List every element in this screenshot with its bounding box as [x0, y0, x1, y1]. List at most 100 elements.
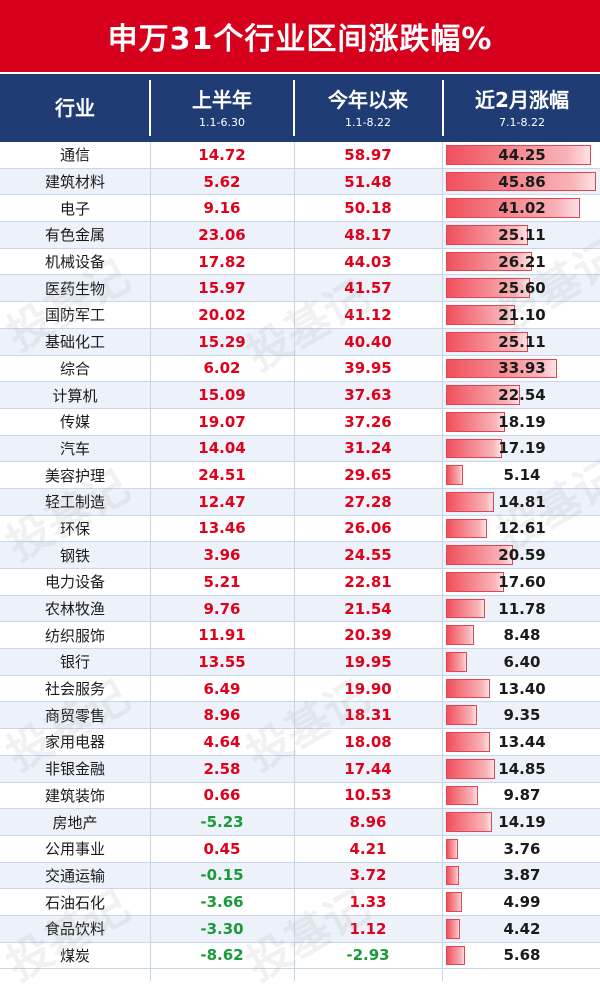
table-row: 建筑材料 5.62 51.48 45.86 — [0, 168, 600, 196]
table-row: 计算机 15.09 37.63 22.54 — [0, 382, 600, 409]
header-2m-range: 7.1-8.22 — [499, 115, 545, 129]
h1-change: 5.62 — [203, 172, 241, 191]
industry-name: 电子 — [59, 199, 90, 218]
ytd-change: 24.55 — [344, 546, 392, 565]
two-month-value: 5.14 — [503, 466, 541, 485]
header-industry-label: 行业 — [55, 96, 95, 120]
industry-name: 国防军工 — [44, 306, 105, 325]
table-row: 商贸零售 8.96 18.31 9.35 — [0, 702, 600, 730]
two-month-change: 5.14 — [444, 462, 600, 488]
industry-name: 环保 — [59, 519, 90, 538]
h1-change: 15.09 — [198, 386, 246, 405]
two-month-change: 25.11 — [444, 329, 600, 355]
table-row: 家用电器 4.64 18.08 13.44 — [0, 729, 600, 756]
two-month-value: 17.19 — [498, 439, 546, 458]
two-month-bar — [446, 465, 463, 485]
two-month-value: 11.78 — [498, 599, 546, 618]
two-month-value: 14.81 — [498, 492, 546, 511]
industry-name: 计算机 — [52, 386, 98, 405]
table-row: 煤炭 -8.62 -2.93 5.68 — [0, 943, 600, 970]
industry-name: 非银金融 — [44, 760, 105, 779]
ytd-change: 40.40 — [344, 332, 392, 351]
two-month-change: 20.59 — [444, 542, 600, 568]
industry-name: 轻工制造 — [44, 493, 105, 512]
header-industry: 行业 — [0, 74, 150, 142]
ytd-change: 39.95 — [344, 359, 392, 378]
two-month-value: 8.48 — [503, 626, 541, 645]
two-month-change: 21.10 — [444, 302, 600, 328]
table-row: 汽车 14.04 31.24 17.19 — [0, 435, 600, 463]
industry-name: 纺织服饰 — [44, 626, 105, 645]
industry-name: 农林牧渔 — [44, 600, 105, 619]
table-row: 美容护理 24.51 29.65 5.14 — [0, 462, 600, 489]
table-row: 非银金融 2.58 17.44 14.85 — [0, 755, 600, 783]
two-month-bar — [446, 758, 495, 779]
industry-name: 交通运输 — [44, 866, 105, 885]
two-month-value: 13.44 — [498, 732, 546, 751]
two-month-bar — [446, 545, 514, 565]
h1-change: 4.64 — [203, 732, 241, 751]
industry-name: 社会服务 — [44, 680, 105, 699]
two-month-change: 45.86 — [444, 169, 600, 195]
table-row: 通信 14.72 58.97 44.25 — [0, 142, 600, 169]
two-month-value: 6.40 — [503, 652, 541, 671]
two-month-value: 22.54 — [498, 386, 546, 405]
two-month-bar — [446, 225, 529, 245]
two-month-value: 20.59 — [498, 546, 546, 565]
two-month-value: 12.61 — [498, 519, 546, 538]
two-month-value: 33.93 — [498, 359, 546, 378]
two-month-change: 17.60 — [444, 569, 600, 595]
two-month-bar — [446, 198, 581, 219]
two-month-bar — [446, 598, 485, 619]
table-row: 农林牧渔 9.76 21.54 11.78 — [0, 595, 600, 623]
two-month-bar — [446, 251, 532, 272]
ytd-change: 4.21 — [349, 839, 387, 858]
two-month-change: 41.02 — [444, 195, 600, 221]
table-row: 石油石化 -3.66 1.33 4.99 — [0, 889, 600, 916]
h1-change: 2.58 — [203, 759, 241, 778]
industry-name: 家用电器 — [44, 733, 105, 752]
two-month-bar — [446, 331, 529, 352]
h1-change: 11.91 — [198, 626, 246, 645]
two-month-bar — [446, 491, 495, 512]
two-month-bar — [446, 305, 515, 325]
two-month-bar — [446, 518, 488, 539]
ytd-change: 18.31 — [344, 706, 392, 725]
ytd-change: 18.08 — [344, 732, 392, 751]
header-ytd: 今年以来 1.1-8.22 — [294, 74, 442, 142]
two-month-change: 13.44 — [444, 729, 600, 755]
two-month-change: 12.61 — [444, 516, 600, 542]
h1-change: 9.76 — [203, 599, 241, 618]
two-month-value: 18.19 — [498, 412, 546, 431]
ytd-change: 21.54 — [344, 599, 392, 618]
header-h1-range: 1.1-6.30 — [199, 115, 245, 129]
two-month-value: 25.11 — [498, 332, 546, 351]
two-month-change: 4.42 — [444, 916, 600, 942]
two-month-value: 3.87 — [503, 866, 541, 885]
two-month-bar — [446, 918, 461, 939]
industry-name: 电力设备 — [44, 573, 105, 592]
table-row: 国防军工 20.02 41.12 21.10 — [0, 302, 600, 329]
two-month-change: 26.21 — [444, 249, 600, 275]
ytd-change: 48.17 — [344, 225, 392, 244]
industry-name: 煤炭 — [59, 946, 90, 965]
ytd-change: 37.26 — [344, 412, 392, 431]
two-month-change: 9.35 — [444, 702, 600, 728]
industry-name: 公用事业 — [44, 840, 105, 859]
header-h1: 上半年 1.1-6.30 — [150, 74, 294, 142]
two-month-value: 4.42 — [503, 919, 541, 938]
table-row: 房地产 -5.23 8.96 14.19 — [0, 809, 600, 836]
ytd-change: 22.81 — [344, 572, 392, 591]
industry-name: 商贸零售 — [44, 706, 105, 725]
industry-table: 通信 14.72 58.97 44.25 建筑材料 5.62 51.48 45.86 电子 9.1… — [0, 142, 600, 970]
header-2m: 近2月涨幅 7.1-8.22 — [444, 74, 600, 142]
table-row: 食品饮料 -3.30 1.12 4.42 — [0, 915, 600, 943]
two-month-change: 3.87 — [444, 863, 600, 889]
two-month-value: 9.87 — [503, 786, 541, 805]
table-header: 行业 上半年 1.1-6.30 今年以来 1.1-8.22 近2月涨幅 7.1-… — [0, 72, 600, 142]
two-month-value: 14.85 — [498, 759, 546, 778]
industry-name: 机械设备 — [44, 253, 105, 272]
ytd-change: 41.12 — [344, 305, 392, 324]
two-month-value: 26.21 — [498, 252, 546, 271]
ytd-change: 19.90 — [344, 679, 392, 698]
